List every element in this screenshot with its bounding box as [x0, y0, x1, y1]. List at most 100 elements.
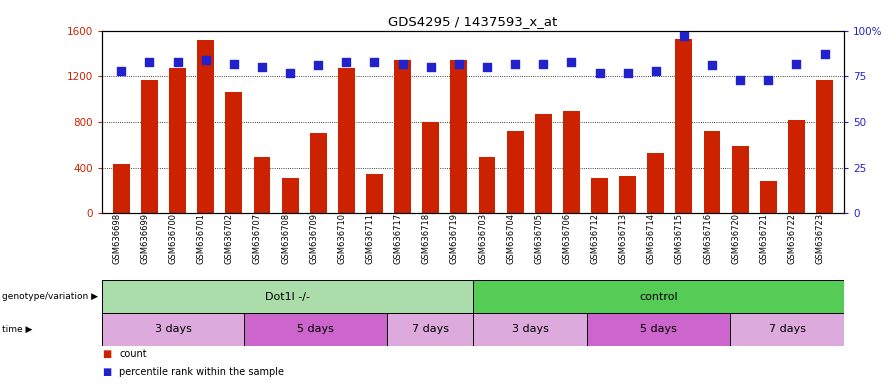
Text: GSM636698: GSM636698 — [112, 213, 121, 264]
Bar — [473, 280, 844, 313]
Bar — [102, 280, 473, 313]
Text: percentile rank within the sample: percentile rank within the sample — [119, 366, 285, 377]
Point — [199, 57, 213, 63]
Text: GSM636723: GSM636723 — [816, 213, 825, 264]
Text: GSM636712: GSM636712 — [591, 213, 599, 264]
Bar — [387, 313, 473, 346]
Bar — [587, 313, 730, 346]
Point — [537, 61, 551, 67]
Point — [592, 70, 606, 76]
Bar — [102, 313, 245, 346]
Text: GSM636704: GSM636704 — [507, 213, 515, 264]
Point — [677, 33, 691, 39]
Point — [114, 68, 128, 74]
Text: 3 days: 3 days — [512, 324, 548, 334]
Text: GSM636711: GSM636711 — [365, 213, 375, 264]
Point — [395, 61, 409, 67]
Point — [733, 77, 747, 83]
Point — [255, 64, 269, 70]
Bar — [423, 122, 439, 213]
Point — [423, 64, 438, 70]
Bar — [225, 92, 242, 213]
Text: GSM636718: GSM636718 — [422, 213, 431, 264]
Text: 7 days: 7 days — [768, 324, 805, 334]
Point — [761, 77, 775, 83]
Text: GSM636707: GSM636707 — [253, 213, 262, 264]
Point — [368, 59, 382, 65]
Bar — [535, 114, 552, 213]
Point — [311, 62, 325, 68]
Bar — [704, 131, 720, 213]
Text: 5 days: 5 days — [640, 324, 677, 334]
Bar — [197, 40, 214, 213]
Text: GSM636699: GSM636699 — [141, 213, 149, 264]
Point — [508, 61, 522, 67]
Bar — [647, 153, 664, 213]
Bar — [507, 131, 523, 213]
Point — [227, 61, 241, 67]
Bar — [619, 175, 636, 213]
Text: GSM636703: GSM636703 — [478, 213, 487, 264]
Bar — [760, 181, 777, 213]
Bar — [591, 178, 608, 213]
Text: GSM636721: GSM636721 — [759, 213, 768, 264]
Bar — [563, 111, 580, 213]
Point — [649, 68, 663, 74]
Bar — [141, 80, 158, 213]
Text: GSM636714: GSM636714 — [647, 213, 656, 264]
Bar — [394, 60, 411, 213]
Bar — [675, 39, 692, 213]
Text: GSM636706: GSM636706 — [562, 213, 571, 264]
Point — [818, 51, 832, 58]
Bar — [113, 164, 130, 213]
Point — [705, 62, 719, 68]
Bar — [282, 178, 299, 213]
Text: GSM636701: GSM636701 — [197, 213, 206, 264]
Text: GSM636702: GSM636702 — [225, 213, 234, 264]
Bar — [338, 68, 354, 213]
Bar — [473, 313, 587, 346]
Text: GSM636722: GSM636722 — [788, 213, 796, 264]
Bar — [254, 157, 271, 213]
Title: GDS4295 / 1437593_x_at: GDS4295 / 1437593_x_at — [388, 15, 558, 28]
Bar — [169, 68, 186, 213]
Text: control: control — [639, 291, 678, 302]
Text: 7 days: 7 days — [412, 324, 448, 334]
Text: ■: ■ — [102, 366, 110, 377]
Bar — [366, 174, 383, 213]
Bar — [788, 120, 804, 213]
Text: GSM636700: GSM636700 — [169, 213, 178, 264]
Text: GSM636709: GSM636709 — [309, 213, 318, 264]
Text: GSM636719: GSM636719 — [450, 213, 459, 264]
Point — [789, 61, 804, 67]
Point — [480, 64, 494, 70]
Point — [283, 70, 297, 76]
Text: GSM636715: GSM636715 — [674, 213, 684, 264]
Bar — [732, 146, 749, 213]
Text: GSM636713: GSM636713 — [619, 213, 628, 264]
Point — [564, 59, 578, 65]
Text: GSM636710: GSM636710 — [338, 213, 347, 264]
Text: GSM636720: GSM636720 — [731, 213, 740, 264]
Point — [171, 59, 185, 65]
Text: GSM636705: GSM636705 — [534, 213, 544, 264]
Bar — [730, 313, 844, 346]
Text: 3 days: 3 days — [155, 324, 192, 334]
Bar — [309, 133, 327, 213]
Point — [339, 59, 354, 65]
Text: ■: ■ — [102, 349, 110, 359]
Bar — [816, 80, 833, 213]
Bar — [451, 60, 468, 213]
Text: GSM636716: GSM636716 — [703, 213, 712, 264]
Bar — [245, 313, 387, 346]
Bar — [478, 157, 495, 213]
Text: GSM636708: GSM636708 — [281, 213, 290, 264]
Text: genotype/variation ▶: genotype/variation ▶ — [2, 292, 98, 301]
Text: Dot1l -/-: Dot1l -/- — [265, 291, 309, 302]
Text: GSM636717: GSM636717 — [393, 213, 402, 264]
Text: time ▶: time ▶ — [2, 325, 32, 334]
Point — [452, 61, 466, 67]
Text: count: count — [119, 349, 147, 359]
Point — [142, 59, 156, 65]
Point — [621, 70, 635, 76]
